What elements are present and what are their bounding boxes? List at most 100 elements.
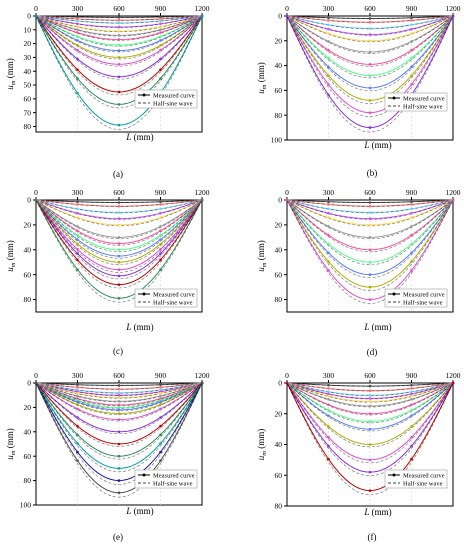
data-point xyxy=(410,444,413,448)
data-point xyxy=(410,233,413,237)
data-point xyxy=(451,14,455,18)
data-point xyxy=(327,260,330,263)
x-tick-label: 900 xyxy=(155,188,167,197)
data-point xyxy=(76,25,79,29)
data-point xyxy=(159,229,162,233)
data-point xyxy=(117,418,121,421)
data-point xyxy=(159,57,162,61)
data-point xyxy=(159,35,162,38)
panel-label: (b) xyxy=(367,168,378,178)
x-tick-label: 900 xyxy=(406,371,418,380)
halfsine-curve xyxy=(35,382,203,460)
data-point xyxy=(410,216,413,219)
halfsine-curve xyxy=(35,15,203,18)
legend-box xyxy=(384,469,448,489)
data-point xyxy=(117,254,121,258)
x-tick-label: 900 xyxy=(155,4,167,13)
y-axis-label: um (mm) xyxy=(5,240,17,271)
data-point xyxy=(368,420,372,423)
data-point xyxy=(117,268,121,271)
data-point xyxy=(410,65,413,69)
y-tick-label: 60 xyxy=(275,270,283,279)
data-point xyxy=(159,268,162,271)
data-point xyxy=(117,297,121,300)
data-point xyxy=(327,225,330,228)
data-point xyxy=(327,211,330,215)
data-point xyxy=(117,283,121,286)
data-point xyxy=(159,39,162,42)
panel-label: (a) xyxy=(113,169,123,179)
halfsine-curve xyxy=(35,382,203,435)
data-point xyxy=(327,216,330,219)
halfsine-curve xyxy=(286,15,454,117)
data-point xyxy=(159,442,162,445)
chart-panel-e: 0 300 600 900 1200 0 20 40 60 80 100 Measured curve… xyxy=(5,371,210,542)
y-tick-label: 10 xyxy=(24,25,32,34)
data-point xyxy=(76,392,79,395)
data-point xyxy=(327,203,330,206)
y-tick-label: 0 xyxy=(27,379,31,388)
data-point xyxy=(159,31,162,34)
data-point xyxy=(117,21,121,25)
data-point xyxy=(368,17,372,20)
chart-panel-c: 0 300 600 900 1200 0 20 40 60 80 Measured curveHal… xyxy=(5,188,210,356)
data-point xyxy=(451,198,455,202)
data-point xyxy=(368,204,372,208)
data-point xyxy=(117,123,121,127)
data-point xyxy=(410,203,413,206)
data-point xyxy=(410,408,413,412)
halfsine-curve xyxy=(35,382,203,386)
x-tick-label: 300 xyxy=(72,4,84,13)
data-point xyxy=(159,225,162,228)
data-point xyxy=(410,225,413,228)
y-tick-label: 40 xyxy=(275,440,283,449)
halfsine-curve xyxy=(35,382,203,422)
data-point xyxy=(76,68,79,72)
data-point xyxy=(285,381,289,385)
data-point xyxy=(117,56,121,59)
halfsine-curve xyxy=(35,199,203,214)
halfsine-curve xyxy=(35,15,203,24)
panel-label: (f) xyxy=(368,532,377,542)
data-point xyxy=(368,33,372,36)
data-point xyxy=(327,269,330,272)
halfsine-curve xyxy=(35,382,203,473)
data-point xyxy=(368,74,372,77)
data-point xyxy=(159,207,162,211)
data-point xyxy=(327,436,330,439)
panel-label: (d) xyxy=(367,347,378,357)
data-point xyxy=(327,457,330,461)
data-point xyxy=(76,203,79,206)
data-point xyxy=(368,126,372,129)
halfsine-curve xyxy=(286,199,454,278)
legend-measured-marker xyxy=(142,292,146,296)
halfsine-curve xyxy=(286,15,454,92)
data-point xyxy=(117,18,121,22)
data-point xyxy=(117,204,121,208)
data-point xyxy=(117,260,121,264)
data-point xyxy=(76,238,79,241)
data-point xyxy=(368,397,372,400)
data-point xyxy=(117,217,121,220)
halfsine-curve xyxy=(286,15,454,79)
data-point xyxy=(76,200,79,204)
data-point xyxy=(368,400,372,403)
data-point xyxy=(410,19,413,22)
x-tick-label: 0 xyxy=(285,188,289,197)
data-point xyxy=(76,17,79,21)
data-point xyxy=(410,83,413,86)
data-point xyxy=(76,459,79,462)
y-tick-label: 20 xyxy=(275,409,283,418)
data-point xyxy=(76,48,79,52)
data-point xyxy=(117,34,121,37)
data-point xyxy=(159,424,162,428)
halfsine-curve xyxy=(35,199,203,246)
data-point xyxy=(117,29,121,33)
x-tick-label: 1200 xyxy=(446,188,461,197)
data-point xyxy=(117,479,121,482)
data-point xyxy=(76,258,79,262)
y-tick-label: 60 xyxy=(275,86,283,95)
chart-panel-b: 0 300 600 900 1200 0 20 40 60 80 100 Measured curve… xyxy=(256,4,461,178)
data-point xyxy=(76,15,79,19)
